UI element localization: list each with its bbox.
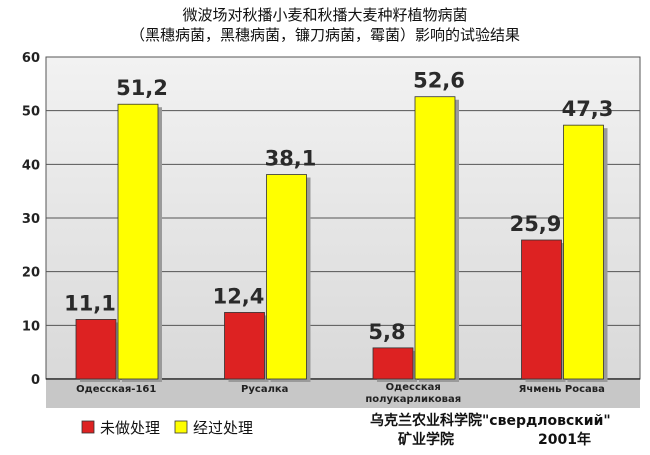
x-tick-label: Ячмень Росава (519, 384, 605, 395)
y-tick-label: 40 (22, 158, 40, 173)
bar (521, 239, 562, 380)
data-label: 51,2 (116, 76, 168, 100)
data-label: 5,8 (368, 320, 405, 344)
y-tick-label: 30 (22, 212, 40, 227)
data-label: 25,9 (510, 212, 562, 236)
bar (117, 103, 159, 380)
chart-title-line: 微波场对秋播小麦和秋播大麦种籽植物病菌 (182, 6, 467, 24)
data-label: 47,3 (562, 97, 614, 121)
legend-label: 未做处理 (100, 419, 160, 437)
x-tick-label: Одесская (386, 382, 441, 393)
data-label: 11,1 (64, 291, 116, 315)
footer: 乌克兰农业科学院"свердловский" 矿业学院 2001年 (370, 412, 611, 448)
data-label: 38,1 (265, 147, 317, 171)
bar (563, 124, 604, 380)
x-tick-label: Русалка (241, 384, 288, 395)
x-tick-label: Одесская-161 (76, 384, 156, 395)
y-tick-label: 0 (31, 373, 40, 388)
bar (224, 312, 265, 380)
legend-swatch (174, 420, 188, 434)
x-axis-band (46, 380, 640, 408)
footer-line2-right: 2001年 (538, 431, 591, 448)
chart-title: 微波场对秋播小麦和秋播大麦种籽植物病菌 （黑穗病菌，黑穗病菌，镰刀病菌，霉菌）影响… (130, 6, 520, 44)
footer-line2-left: 矿业学院 (398, 431, 454, 448)
data-labels: 11,1 51,2 12,4 38,1 5,8 52,6 25,9 47,3 (64, 69, 613, 344)
x-axis: Одесская-161 Русалка Одесскаяполукарликова… (76, 382, 605, 405)
bar (75, 319, 117, 380)
data-label: 12,4 (213, 284, 265, 308)
footer-line1: 乌克兰农业科学院"свердловский" (370, 412, 611, 429)
bar (372, 347, 414, 380)
y-tick-label: 10 (22, 319, 40, 334)
legend-swatch (81, 420, 95, 434)
bar (266, 174, 307, 380)
bar (414, 96, 456, 380)
bars (75, 96, 608, 383)
x-tick-label: полукарликовая (365, 394, 461, 405)
y-tick-label: 60 (22, 51, 40, 66)
y-tick-label: 50 (22, 105, 40, 120)
y-tick-label: 20 (22, 266, 40, 281)
legend-label: 经过处理 (193, 419, 253, 437)
chart-title-line: （黑穗病菌，黑穗病菌，镰刀病菌，霉菌）影响的试验结果 (130, 26, 520, 44)
data-label: 52,6 (413, 69, 465, 93)
legend: 未做处理 经过处理 (81, 419, 253, 437)
